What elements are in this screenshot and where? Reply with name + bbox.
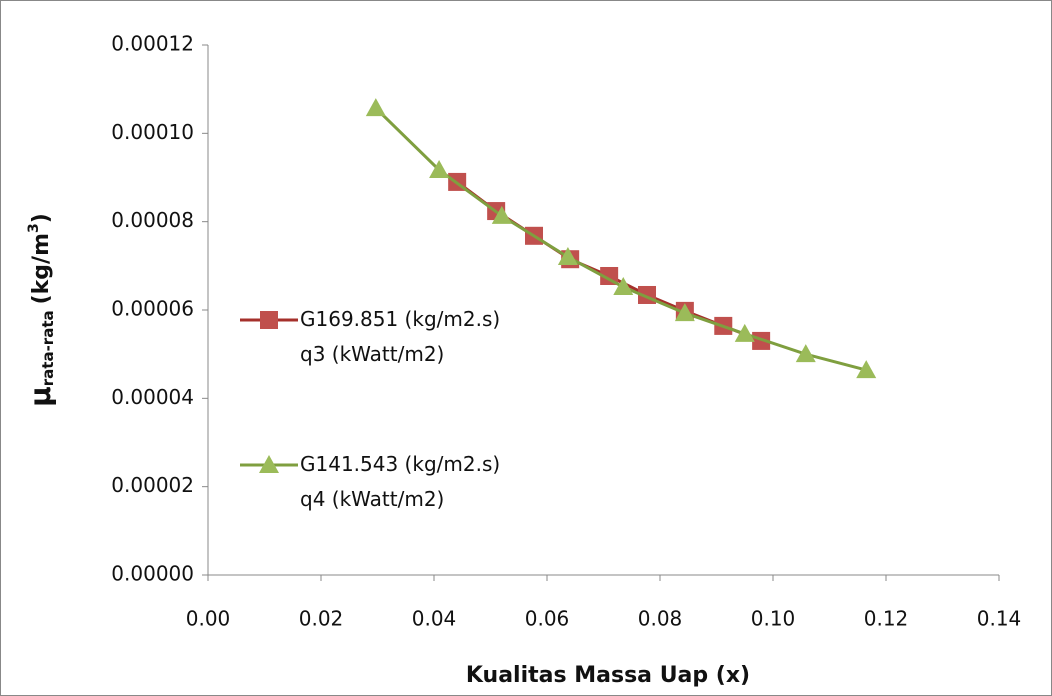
x-tick-label: 0.04	[412, 607, 457, 631]
data-point	[491, 205, 512, 224]
x-tick-label: 0.06	[525, 607, 570, 631]
y-tick-label: 0.00002	[111, 473, 194, 497]
y-tick-label: 0.00006	[111, 297, 194, 321]
data-point	[557, 247, 578, 265]
y-axis-title: μrata-rata (kg/m3)	[24, 213, 57, 407]
x-tick-label: 0.02	[299, 607, 344, 631]
y-tick-label: 0.00012	[111, 32, 194, 56]
y-title-close: )	[29, 213, 54, 223]
legend-marker	[260, 311, 278, 329]
y-title-sup: 3	[26, 223, 42, 233]
data-point	[856, 360, 877, 379]
x-tick-label: 0.08	[638, 607, 683, 631]
legend-marker	[259, 455, 279, 473]
data-point	[734, 323, 755, 342]
x-tick-label: 0.10	[751, 607, 796, 631]
legend-label: G141.543 (kg/m2.s) q4 (kWatt/m2)	[300, 452, 501, 511]
y-tick-label: 0.00008	[111, 208, 194, 232]
data-point	[674, 303, 695, 322]
legend-label: G169.851 (kg/m2.s) q3 (kWatt/m2)	[300, 307, 501, 366]
x-axis-title: Kualitas Massa Uap (x)	[466, 663, 750, 688]
x-tick-label: 0.00	[186, 607, 231, 631]
y-tick-label: 0.00004	[111, 385, 194, 409]
data-point	[429, 159, 450, 178]
x-tick-label: 0.14	[977, 607, 1022, 631]
x-tick-label: 0.12	[864, 607, 909, 631]
y-title-symbol: μ	[24, 386, 57, 407]
data-point	[613, 277, 634, 296]
y-tick-label: 0.00010	[111, 120, 194, 144]
y-title-sub: rata-rata	[39, 310, 57, 386]
data-point	[795, 344, 816, 363]
y-tick-label: 0.00000	[111, 562, 194, 586]
y-title-unit: (kg/m	[29, 233, 54, 304]
data-point	[365, 98, 386, 117]
